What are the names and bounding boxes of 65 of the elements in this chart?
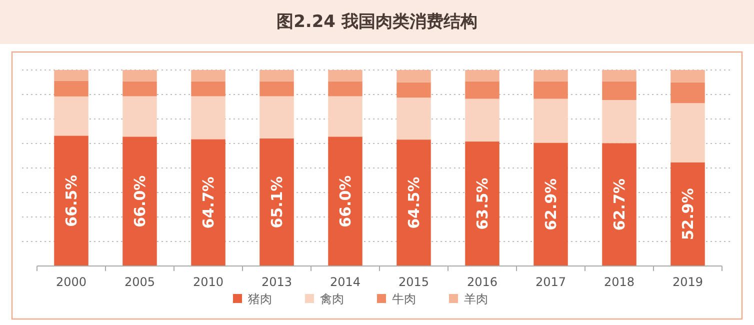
data-label: 66.0% (336, 175, 354, 228)
bar (122, 81, 157, 96)
data-label: 52.9% (678, 188, 697, 240)
bar (670, 70, 705, 82)
legend-label: 牛肉 (392, 292, 416, 306)
x-tick-label: 2017 (535, 275, 566, 289)
x-tick-label: 2016 (466, 275, 498, 289)
bar (122, 136, 157, 266)
x-tick-label: 2005 (124, 275, 156, 289)
bar (465, 81, 500, 99)
x-tick-label: 2014 (330, 275, 361, 289)
bar (670, 103, 705, 162)
bar (534, 142, 568, 266)
x-tick-label: 2019 (672, 275, 704, 289)
data-label: 66.0% (130, 175, 149, 228)
bar (396, 140, 431, 266)
x-tick-label: 2015 (398, 275, 430, 289)
bar (602, 100, 636, 144)
bar (260, 70, 294, 82)
bar (396, 98, 431, 140)
data-label: 62.7% (610, 178, 628, 231)
bar (396, 82, 431, 98)
data-label: 62.9% (542, 178, 560, 230)
bar (54, 80, 88, 96)
data-label: 64.7% (199, 176, 218, 229)
legend-label: 禽肉 (320, 292, 344, 306)
bar (534, 70, 568, 82)
bar (122, 70, 157, 82)
bar (54, 136, 88, 266)
bar (670, 82, 705, 104)
data-label: 64.5% (404, 176, 423, 229)
data-label: 66.5% (62, 174, 80, 227)
bar (534, 81, 568, 99)
bar (191, 96, 226, 140)
bar (465, 98, 500, 142)
data-label: 65.1% (268, 176, 286, 228)
legend-label: 猪肉 (248, 292, 272, 306)
bar (602, 81, 636, 100)
bar (328, 96, 362, 137)
bar (260, 81, 294, 96)
bar (260, 96, 294, 138)
data-label: 63.5% (473, 178, 492, 230)
legend-label: 羊肉 (464, 292, 488, 306)
chart-title: 图2.24 我国肉类消费结构 (276, 12, 478, 32)
bar (122, 96, 157, 137)
bar (191, 70, 226, 82)
bar (260, 138, 294, 266)
x-tick-label: 2018 (604, 275, 635, 289)
bar (465, 142, 500, 266)
bar (465, 70, 500, 82)
bar (54, 70, 88, 81)
bar (191, 139, 226, 266)
bar (54, 96, 88, 136)
bar (396, 70, 431, 82)
bar (191, 81, 226, 96)
bar (602, 70, 636, 82)
x-tick-label: 2000 (56, 275, 87, 289)
x-tick-label: 2010 (192, 275, 224, 289)
bar (328, 136, 362, 266)
bar (670, 162, 705, 266)
bar (534, 98, 568, 143)
bar (602, 143, 636, 266)
bar (328, 81, 362, 96)
x-tick-label: 2013 (261, 275, 292, 289)
bar (328, 70, 362, 82)
